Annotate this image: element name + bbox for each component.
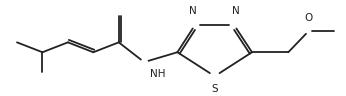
Text: O: O: [304, 13, 313, 23]
Text: O: O: [115, 0, 123, 2]
Text: N: N: [232, 7, 239, 17]
Text: N: N: [190, 7, 197, 17]
Text: NH: NH: [150, 69, 166, 79]
Text: S: S: [211, 84, 218, 94]
